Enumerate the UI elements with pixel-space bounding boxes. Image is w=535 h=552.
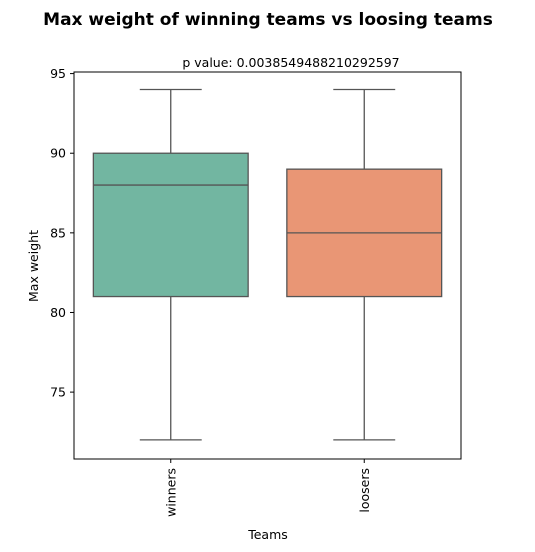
y-axis: 75 80 85 90 95 [50,66,74,400]
plot-area [92,88,443,441]
y-axis-label: Max weight [26,230,41,302]
plot-frame [73,71,462,460]
chart-subtitle: p value: 0.0038549488210292597 [182,55,399,70]
chart-suptitle: Max weight of winning teams vs loosing t… [43,10,493,30]
x-axis-label: Teams [247,527,288,542]
x-tick-label-winners: winners [163,468,178,517]
y-tick-label-80: 80 [50,305,66,320]
x-tick-label-loosers: loosers [357,468,372,513]
box-loosers [286,88,443,441]
y-tick-label-75: 75 [50,385,66,400]
box-iqr-winners [92,152,249,298]
box-winners [92,88,249,441]
x-axis: winners loosers [163,459,372,517]
y-tick-label-85: 85 [50,225,66,240]
y-tick-label-90: 90 [50,146,66,161]
y-tick-label-95: 95 [50,66,66,81]
